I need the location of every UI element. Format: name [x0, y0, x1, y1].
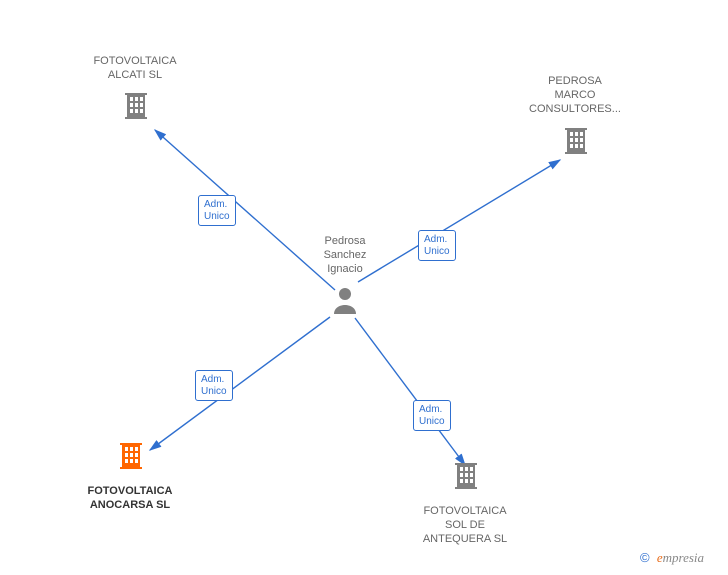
- brand-rest: mpresia: [663, 550, 704, 565]
- watermark: © empresia: [640, 550, 704, 566]
- building-icon: [565, 128, 587, 154]
- person-center-label: Pedrosa Sanchez Ignacio: [310, 235, 380, 276]
- company-node-label: FOTOVOLTAICA SOL DE ANTEQUERA SL: [410, 505, 520, 546]
- building-icon: [125, 93, 147, 119]
- edge-line: [355, 318, 465, 465]
- edge-line: [155, 130, 335, 290]
- company-node-label: PEDROSA MARCO CONSULTORES...: [520, 75, 630, 116]
- building-icon: [455, 463, 477, 489]
- edge-label: Adm. Unico: [418, 230, 456, 261]
- copyright-symbol: ©: [640, 550, 650, 565]
- person-icon: [334, 288, 356, 314]
- edge-label: Adm. Unico: [413, 400, 451, 431]
- company-node-label: FOTOVOLTAICA ALCATI SL: [80, 55, 190, 83]
- edge-line: [150, 317, 330, 450]
- company-node-label: FOTOVOLTAICA ANOCARSA SL: [70, 485, 190, 513]
- edge-label: Adm. Unico: [195, 370, 233, 401]
- edge-line: [358, 160, 560, 282]
- building-icon: [120, 443, 142, 469]
- edge-label: Adm. Unico: [198, 195, 236, 226]
